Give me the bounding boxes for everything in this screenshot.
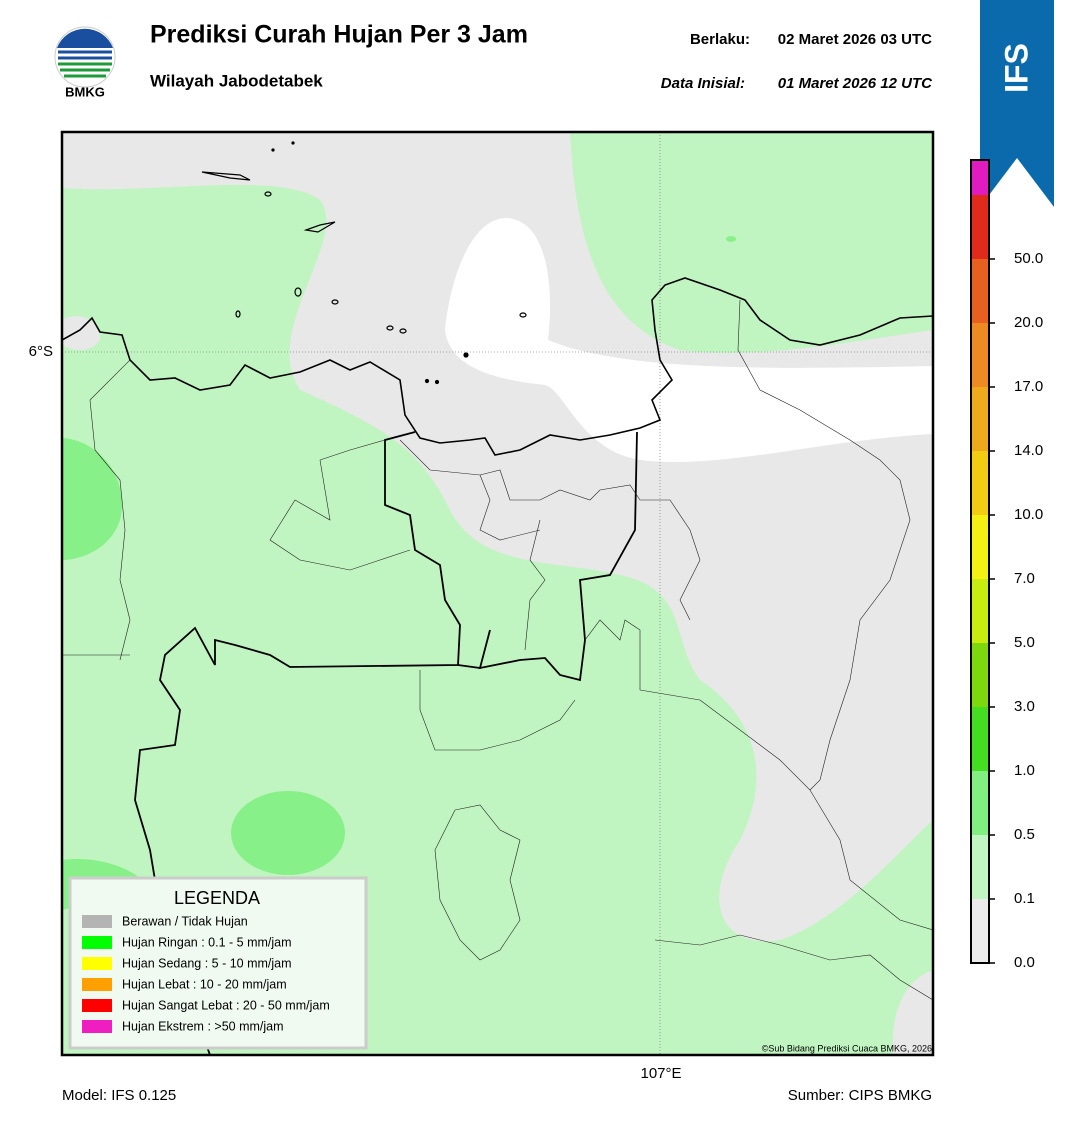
colorbar-tick-label: 0.5 <box>1014 826 1035 843</box>
colorbar-tick-label: 3.0 <box>1014 698 1035 715</box>
colorbar-segment <box>971 707 989 771</box>
legend-swatch <box>82 1020 112 1033</box>
legend-swatch <box>82 957 112 970</box>
colorbar-segment <box>971 899 989 963</box>
colorbar-segment <box>971 515 989 579</box>
colorbar-segment <box>971 259 989 323</box>
logo-text: BMKG <box>65 84 105 99</box>
colorbar-tick-label: 0.0 <box>1014 954 1035 971</box>
legend-label: Hujan Sangat Lebat : 20 - 50 mm/jam <box>122 998 330 1012</box>
valid-label: Berlaku: <box>690 31 750 48</box>
footer-model: Model: IFS 0.125 <box>62 1087 176 1104</box>
map-frame <box>60 130 935 1057</box>
colorbar-tick-label: 0.1 <box>1014 890 1035 907</box>
legend-swatch <box>82 978 112 991</box>
colorbar-segment <box>971 323 989 387</box>
credit: ©Sub Bidang Prediksi Cuaca BMKG, 2026 <box>762 1043 932 1053</box>
badge <box>980 0 1054 207</box>
colorbar-segment <box>971 195 989 259</box>
colorbar-tick-label: 20.0 <box>1014 314 1043 331</box>
colorbar-tick-label: 5.0 <box>1014 634 1035 651</box>
colorbar-segment <box>971 451 989 515</box>
initial-value: 01 Maret 2026 12 UTC <box>778 75 933 92</box>
legend-label: Berawan / Tidak Hujan <box>122 914 248 928</box>
colorbar-tick-label: 10.0 <box>1014 506 1043 523</box>
title: Prediksi Curah Hujan Per 3 Jam <box>150 21 528 49</box>
footer-source: Sumber: CIPS BMKG <box>788 1087 932 1104</box>
legend-swatch <box>82 936 112 949</box>
colorbar-segment <box>971 835 989 899</box>
colorbar-tick-label: 14.0 <box>1014 442 1043 459</box>
subtitle: Wilayah Jabodetabek <box>150 71 323 90</box>
colorbar-tick-label: 17.0 <box>1014 378 1043 395</box>
lat-label: 6°S <box>29 343 53 360</box>
colorbar-segment <box>971 771 989 835</box>
colorbar-segment <box>971 160 989 195</box>
colorbar-segment <box>971 387 989 451</box>
legend-label: Hujan Sedang : 5 - 10 mm/jam <box>122 956 292 970</box>
colorbar-segment <box>971 579 989 643</box>
lon-label: 107°E <box>640 1065 681 1082</box>
badge-text: IFS <box>998 43 1034 93</box>
colorbar: 0.0 0.1 0.5 1.0 3.0 5.0 7.0 10.0 14.0 17.0 20.0 50.… <box>970 159 1043 971</box>
legend-title: LEGENDA <box>174 888 260 908</box>
legend-swatch <box>82 915 112 928</box>
colorbar-tick-label: 50.0 <box>1014 250 1043 267</box>
legend-items: Berawan / Tidak Hujan Hujan Ringan : 0.1 … <box>82 914 330 1033</box>
legend-label: Hujan Ringan : 0.1 - 5 mm/jam <box>122 935 292 949</box>
colorbar-tick-label: 7.0 <box>1014 570 1035 587</box>
legend-label: Hujan Ekstrem : >50 mm/jam <box>122 1019 284 1033</box>
logo: BMKG <box>54 26 116 99</box>
map: ©Sub Bidang Prediksi Cuaca BMKG, 2026 LE… <box>62 132 933 1055</box>
colorbar-frame <box>970 159 990 964</box>
legend-swatch <box>82 999 112 1012</box>
legend-box <box>68 876 368 1050</box>
valid-value: 02 Maret 2026 03 UTC <box>778 31 932 48</box>
colorbar-tick-label: 1.0 <box>1014 762 1035 779</box>
legend-label: Hujan Lebat : 10 - 20 mm/jam <box>122 977 287 991</box>
colorbar-segment <box>971 643 989 707</box>
initial-label: Data Inisial: <box>661 75 745 92</box>
